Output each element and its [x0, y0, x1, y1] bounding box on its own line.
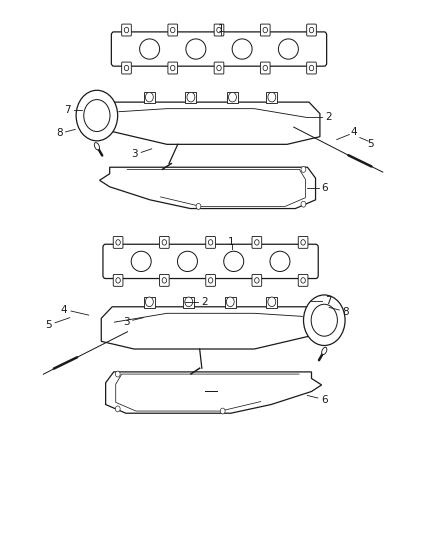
Text: 1: 1	[218, 23, 224, 34]
Circle shape	[263, 66, 268, 71]
Bar	[227, 92, 238, 103]
Circle shape	[208, 278, 213, 283]
Circle shape	[187, 92, 195, 102]
Circle shape	[254, 278, 259, 283]
Circle shape	[254, 240, 259, 245]
Polygon shape	[99, 167, 315, 208]
FancyBboxPatch shape	[168, 24, 177, 36]
Circle shape	[124, 66, 129, 71]
FancyBboxPatch shape	[307, 24, 316, 36]
Ellipse shape	[131, 251, 151, 271]
FancyBboxPatch shape	[252, 237, 261, 248]
Text: 7: 7	[325, 296, 332, 306]
FancyBboxPatch shape	[111, 32, 327, 66]
Bar	[185, 92, 196, 103]
FancyBboxPatch shape	[206, 237, 215, 248]
Ellipse shape	[94, 143, 99, 150]
Ellipse shape	[140, 39, 159, 59]
Text: 8: 8	[342, 306, 349, 317]
Circle shape	[185, 297, 193, 306]
FancyBboxPatch shape	[206, 274, 215, 286]
Circle shape	[311, 304, 337, 336]
Ellipse shape	[186, 39, 206, 59]
Text: 5: 5	[367, 139, 374, 149]
Ellipse shape	[321, 348, 327, 354]
FancyBboxPatch shape	[122, 24, 131, 36]
FancyBboxPatch shape	[298, 274, 308, 286]
Text: 5: 5	[46, 320, 52, 330]
FancyBboxPatch shape	[122, 62, 131, 74]
Circle shape	[170, 27, 175, 33]
Text: 4: 4	[60, 305, 67, 315]
Circle shape	[170, 66, 175, 71]
Text: 3: 3	[123, 317, 130, 327]
Text: 6: 6	[321, 394, 328, 405]
Circle shape	[124, 27, 129, 33]
Circle shape	[268, 92, 276, 102]
Circle shape	[301, 278, 305, 283]
Circle shape	[304, 295, 345, 345]
Circle shape	[84, 100, 110, 132]
Text: 2: 2	[325, 111, 332, 122]
FancyBboxPatch shape	[252, 274, 261, 286]
Polygon shape	[101, 102, 320, 144]
Circle shape	[301, 166, 306, 172]
Circle shape	[162, 240, 166, 245]
Circle shape	[162, 278, 166, 283]
Bar	[144, 92, 155, 103]
Circle shape	[268, 297, 276, 306]
Text: 7: 7	[64, 106, 71, 116]
FancyBboxPatch shape	[103, 244, 318, 279]
Circle shape	[76, 90, 118, 141]
Circle shape	[226, 297, 234, 306]
Circle shape	[229, 92, 237, 102]
FancyBboxPatch shape	[261, 62, 270, 74]
FancyBboxPatch shape	[113, 274, 123, 286]
Circle shape	[309, 66, 314, 71]
Circle shape	[208, 240, 213, 245]
FancyBboxPatch shape	[261, 24, 270, 36]
Bar	[266, 297, 277, 308]
Bar	[266, 92, 277, 103]
FancyBboxPatch shape	[113, 237, 123, 248]
Circle shape	[145, 92, 153, 102]
Polygon shape	[101, 307, 320, 349]
FancyBboxPatch shape	[159, 237, 169, 248]
Bar	[183, 297, 194, 308]
Text: 3: 3	[131, 149, 138, 159]
Ellipse shape	[270, 251, 290, 271]
Circle shape	[115, 406, 120, 412]
Circle shape	[116, 240, 120, 245]
FancyBboxPatch shape	[214, 62, 224, 74]
Text: 4: 4	[350, 127, 357, 138]
Circle shape	[309, 27, 314, 33]
Bar	[144, 297, 155, 308]
Bar	[225, 297, 236, 308]
FancyBboxPatch shape	[159, 274, 169, 286]
Circle shape	[301, 240, 305, 245]
FancyBboxPatch shape	[307, 62, 316, 74]
Circle shape	[263, 27, 268, 33]
Text: 2: 2	[201, 297, 208, 308]
Circle shape	[301, 201, 306, 207]
Text: 6: 6	[321, 183, 328, 193]
FancyBboxPatch shape	[298, 237, 308, 248]
Polygon shape	[106, 372, 321, 413]
FancyBboxPatch shape	[214, 24, 224, 36]
Text: 1: 1	[228, 237, 235, 247]
Circle shape	[220, 408, 225, 414]
Circle shape	[196, 204, 201, 209]
Ellipse shape	[232, 39, 252, 59]
Ellipse shape	[177, 251, 198, 271]
Circle shape	[115, 371, 120, 377]
Circle shape	[217, 27, 221, 33]
Circle shape	[116, 278, 120, 283]
FancyBboxPatch shape	[168, 62, 177, 74]
Circle shape	[145, 297, 153, 306]
Circle shape	[217, 66, 221, 71]
Ellipse shape	[224, 251, 244, 271]
Text: 8: 8	[56, 128, 63, 139]
Ellipse shape	[279, 39, 298, 59]
